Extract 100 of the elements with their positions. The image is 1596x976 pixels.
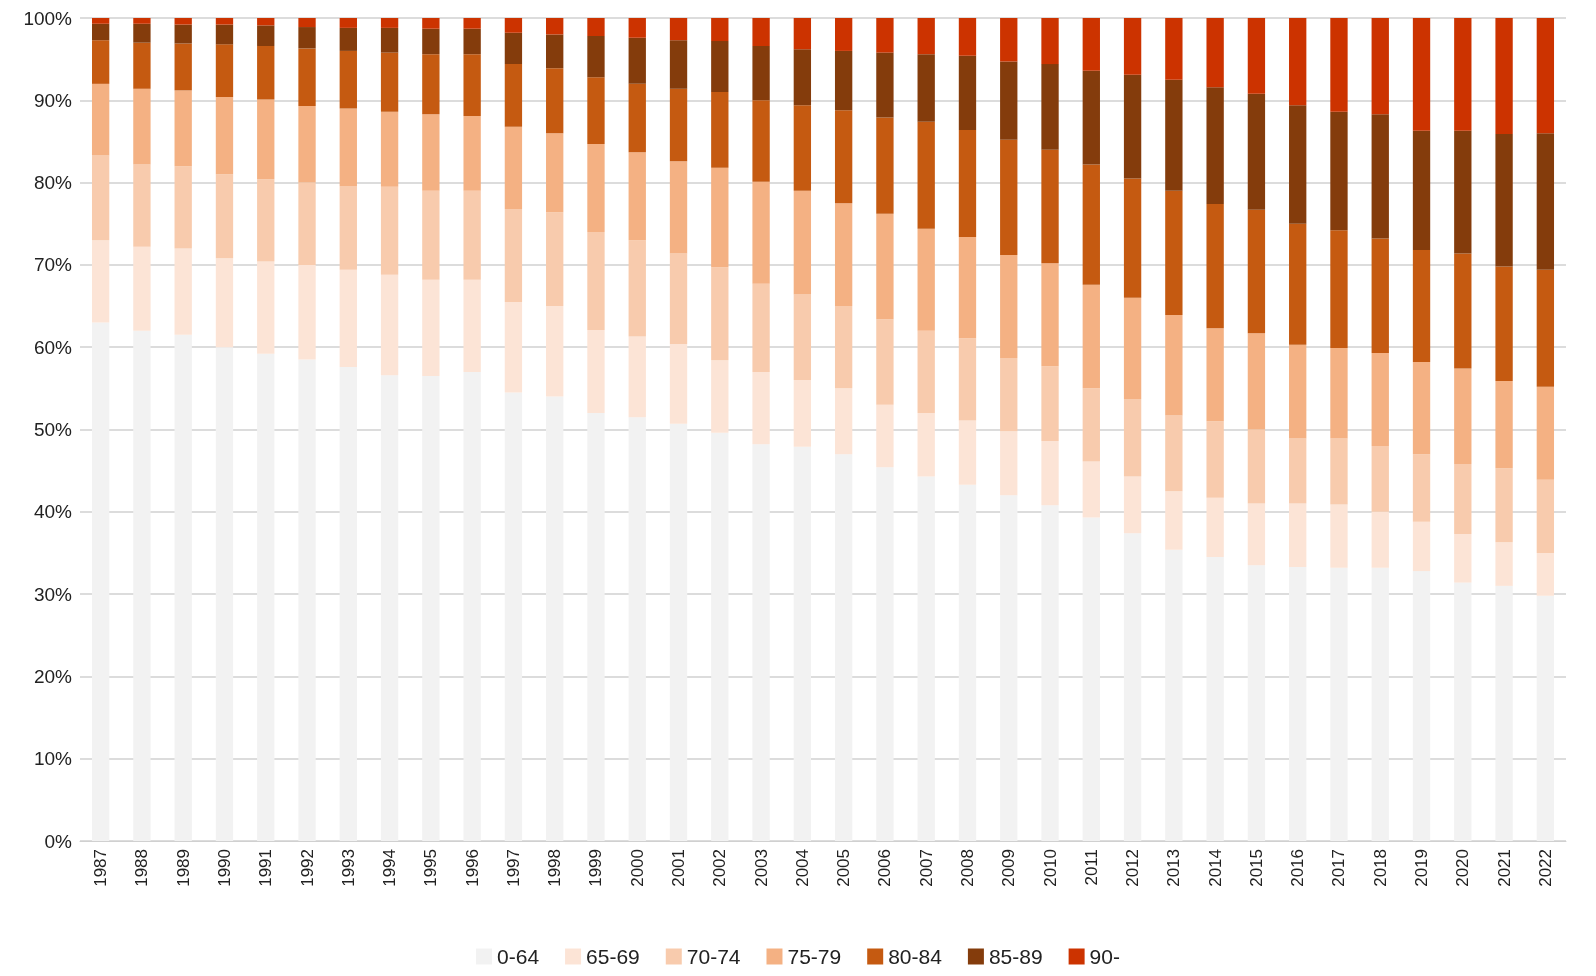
bar <box>876 319 894 405</box>
bar <box>1206 87 1224 204</box>
bar <box>1495 266 1513 381</box>
x-tick-label: 2006 <box>875 849 895 887</box>
x-tick-label: 2004 <box>792 849 812 887</box>
bar <box>958 420 977 485</box>
x-tick-label: 1987 <box>91 849 111 887</box>
bar <box>1536 479 1555 553</box>
bar <box>1536 269 1555 387</box>
bar <box>711 18 729 42</box>
x-tick-label: 1997 <box>503 849 523 887</box>
bar <box>1165 549 1183 841</box>
bar <box>215 97 234 175</box>
bar <box>793 380 812 447</box>
bar <box>711 360 729 433</box>
bar <box>876 213 894 320</box>
bar <box>1206 557 1224 841</box>
bar <box>339 27 357 51</box>
bar <box>380 111 399 187</box>
bar <box>339 366 357 841</box>
bar <box>1412 362 1431 455</box>
bar <box>380 186 399 275</box>
x-tick-label: 2020 <box>1453 849 1473 887</box>
bar <box>669 423 688 841</box>
x-tick-label: 1989 <box>173 849 193 887</box>
bar <box>587 18 605 37</box>
bar <box>1454 368 1472 465</box>
bar <box>546 68 564 134</box>
bar <box>380 52 399 112</box>
legend-label: 75-79 <box>787 945 842 968</box>
bar <box>133 88 151 165</box>
bar <box>1289 438 1307 504</box>
bar <box>174 248 192 335</box>
bar <box>257 45 275 100</box>
bar <box>91 40 110 84</box>
bar <box>876 117 894 214</box>
legend-label: 80-84 <box>888 945 943 968</box>
bar <box>1412 250 1431 363</box>
y-tick-label: 10% <box>33 748 73 770</box>
bar <box>1330 504 1348 568</box>
bar <box>628 18 646 38</box>
bar <box>834 50 853 111</box>
bar <box>1123 74 1142 179</box>
bar <box>1082 284 1100 389</box>
legend-label: 65-69 <box>586 945 640 968</box>
bar <box>628 240 646 337</box>
bar <box>1247 18 1266 94</box>
bar <box>91 155 110 241</box>
bar <box>1412 454 1431 522</box>
bar <box>711 267 729 361</box>
x-tick-label: 2000 <box>627 849 647 887</box>
bar <box>834 454 853 841</box>
bar <box>257 99 275 180</box>
y-tick-label: 90% <box>33 89 73 111</box>
bar <box>1289 566 1307 841</box>
x-tick-label: 2007 <box>916 849 936 887</box>
bar <box>463 190 481 280</box>
bar <box>1082 70 1100 165</box>
x-tick-label: 2021 <box>1494 849 1514 887</box>
bar <box>1454 534 1472 583</box>
bar <box>504 208 523 302</box>
bar <box>91 322 110 841</box>
bar <box>257 18 275 26</box>
bar <box>174 90 192 167</box>
bar <box>339 108 357 186</box>
bar <box>257 179 275 262</box>
bar <box>298 27 316 49</box>
bar <box>463 279 481 372</box>
x-tick-label: 1994 <box>380 849 400 887</box>
bar <box>917 121 935 229</box>
x-tick-label: 2008 <box>957 849 977 887</box>
bar <box>1082 164 1100 285</box>
bar <box>91 240 110 323</box>
bar <box>876 404 894 468</box>
bar <box>917 413 935 477</box>
bar <box>793 49 812 106</box>
bar <box>546 396 564 841</box>
bar <box>1495 18 1513 135</box>
bar <box>546 306 564 397</box>
bar <box>1041 441 1059 506</box>
bar <box>1536 595 1555 841</box>
bar <box>1412 571 1431 841</box>
bar <box>711 167 729 268</box>
bar <box>1330 18 1348 112</box>
x-tick-label: 2002 <box>710 849 730 887</box>
x-tick-label: 2005 <box>834 849 854 887</box>
bar <box>1082 461 1100 518</box>
bar <box>1165 415 1183 492</box>
bar <box>876 467 894 841</box>
bar <box>1454 582 1472 841</box>
bar <box>1041 366 1059 442</box>
bar <box>1330 230 1348 349</box>
x-tick-label: 1998 <box>545 849 565 887</box>
bar <box>917 228 935 331</box>
bar <box>257 353 275 841</box>
bar <box>1123 178 1142 298</box>
bar <box>1000 18 1018 62</box>
bar <box>380 375 399 841</box>
bar <box>587 329 605 414</box>
bar <box>339 50 357 109</box>
